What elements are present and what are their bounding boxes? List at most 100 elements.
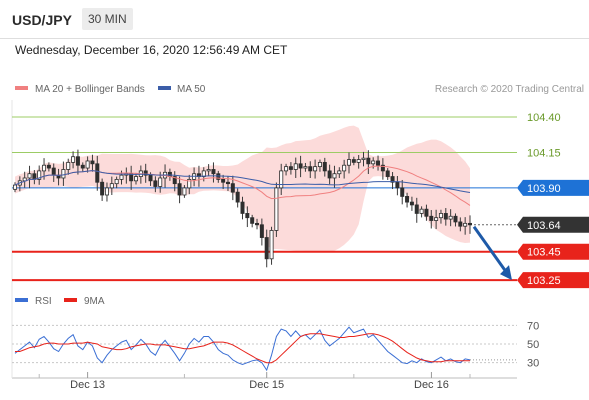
candle-body: [356, 159, 361, 163]
candle-body: [187, 179, 192, 189]
x-axis-ticks: Dec 13 Dec 15 Dec 16: [38, 372, 471, 391]
rsi-tick-label-30: 30: [527, 358, 539, 370]
price-levels: [12, 116, 517, 282]
candle-body: [298, 163, 303, 169]
candle-body: [51, 167, 56, 176]
candle-body: [211, 169, 216, 175]
candle-body: [71, 156, 76, 163]
candle-body: [429, 215, 434, 221]
candle-body: [80, 164, 85, 169]
level-103-64-label: 103.64: [527, 220, 561, 232]
candle-body: [61, 169, 66, 179]
candle-body: [346, 159, 351, 166]
candle-body: [221, 179, 226, 183]
x-tick-label: Dec 16: [414, 379, 449, 391]
candle-body: [443, 213, 448, 220]
candle-body: [269, 230, 274, 260]
candle-body: [27, 173, 32, 179]
candle-body: [104, 187, 109, 196]
candle-body: [313, 166, 318, 172]
rsi-9ma-line: [15, 333, 470, 364]
candle-body: [230, 183, 235, 193]
candle-body: [342, 164, 347, 172]
forecast-arrow: [472, 225, 512, 281]
candle-body: [284, 166, 289, 172]
legend-swatch-ma50: [158, 86, 171, 90]
candle-body: [337, 170, 342, 175]
price-tags: 104.40 104.15 103.90 103.64 103.45 103.25: [517, 112, 589, 289]
candle-body: [225, 181, 230, 185]
ma50-line: [14, 170, 471, 193]
candle-body: [308, 166, 313, 172]
candle-body: [409, 201, 414, 206]
candle-body: [255, 222, 260, 226]
moving-averages: [14, 165, 471, 206]
candle-body: [317, 161, 322, 168]
candle-body: [463, 222, 468, 227]
rsi-panel: 70 50 30: [12, 320, 539, 372]
candle-body: [467, 222, 472, 226]
candle-body: [288, 166, 293, 170]
level-103-25-label: 103.25: [527, 275, 561, 287]
level-103-25-tag: [517, 272, 589, 289]
candle-body: [332, 173, 337, 179]
candle-body: [366, 157, 371, 165]
candle-body: [100, 181, 105, 196]
candle-body: [264, 237, 269, 260]
candle-body: [250, 217, 255, 224]
candle-body: [75, 156, 80, 166]
candle-body: [32, 173, 37, 180]
candle-body: [119, 174, 124, 180]
legend-label-ma50: MA 50: [177, 84, 206, 95]
legend-label-rsi: RSI: [35, 296, 52, 307]
candle-body: [153, 180, 158, 187]
candle-body: [143, 170, 148, 176]
rsi-tick-label-50: 50: [527, 339, 539, 351]
candle-body: [182, 187, 187, 196]
candle-body: [148, 174, 153, 182]
forecast-arrow-head: [500, 265, 512, 281]
candle-body: [303, 166, 308, 169]
candle-body: [216, 173, 221, 180]
candle-body: [245, 213, 250, 219]
bollinger-band-area: [15, 125, 470, 252]
candle-body: [390, 176, 395, 183]
candle-body: [414, 204, 419, 214]
candle-body: [322, 161, 327, 172]
candle-body: [376, 160, 381, 166]
legend-label-ma20: MA 20 + Bollinger Bands: [35, 84, 145, 95]
candle-body: [206, 169, 211, 172]
level-103-45-tag: [517, 243, 589, 260]
candle-body: [177, 183, 182, 196]
candle-body: [448, 215, 453, 220]
legend-swatch-9ma: [64, 298, 77, 302]
x-tick-label: Dec 13: [70, 379, 105, 391]
candle-body: [419, 208, 424, 214]
level-103-90-tag: [517, 179, 589, 196]
level-103-64-tag: [517, 216, 589, 233]
candle-body: [274, 187, 279, 231]
candle-body: [90, 160, 95, 165]
candle-body: [12, 184, 17, 190]
candle-body: [279, 170, 284, 189]
level-104-15-label: 104.15: [527, 147, 561, 159]
candle-body: [438, 213, 443, 219]
candle-body: [293, 163, 298, 170]
candle-body: [380, 164, 385, 172]
candle-body: [114, 179, 119, 185]
timeframe-button[interactable]: 30 MIN: [82, 8, 133, 30]
rsi-tick-label-70: 70: [527, 320, 539, 332]
chart-datetime: Wednesday, December 16, 2020 12:56:49 AM…: [15, 43, 288, 57]
candle-body: [235, 191, 240, 203]
legend-label-9ma: 9MA: [84, 296, 105, 307]
candle-body: [371, 160, 376, 165]
candle-body: [172, 176, 177, 185]
legend-swatch-rsi: [15, 298, 28, 302]
candle-body: [385, 170, 390, 177]
candle-body: [129, 173, 134, 182]
candle-body: [327, 170, 332, 179]
candle-body: [66, 161, 71, 170]
legend-swatch-ma20: [15, 86, 28, 90]
candle-body: [134, 176, 139, 182]
